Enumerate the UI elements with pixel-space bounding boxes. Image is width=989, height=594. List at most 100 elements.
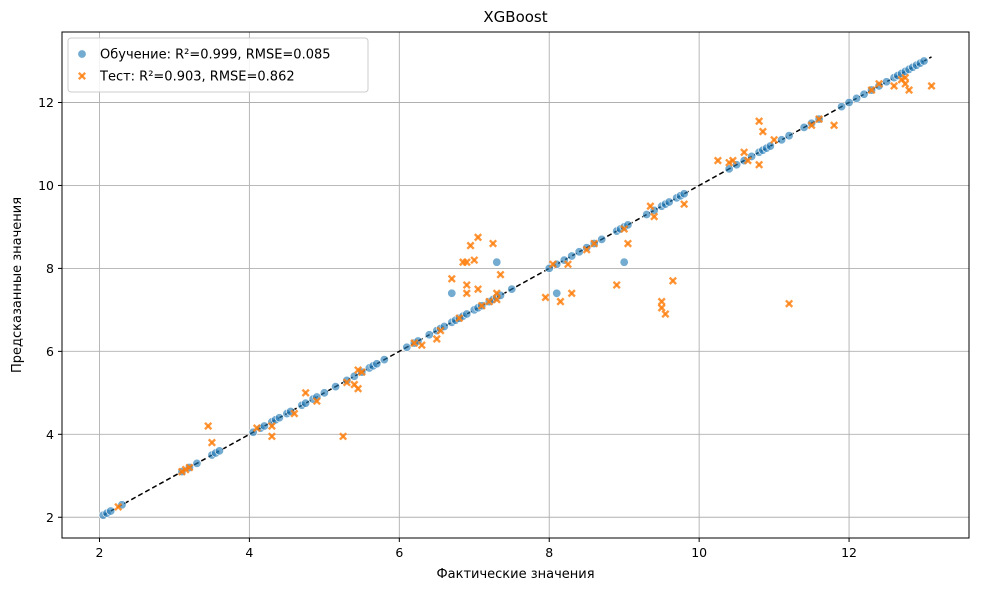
legend-label: Тест: R²=0.903, RMSE=0.862 <box>99 70 295 85</box>
y-tick-label: 4 <box>46 427 54 442</box>
test-point <box>556 297 565 306</box>
train-point <box>552 288 562 298</box>
train-point <box>679 189 689 199</box>
test-point <box>436 326 445 335</box>
test-point <box>623 239 632 248</box>
test-point <box>646 202 655 211</box>
test-point <box>339 432 348 441</box>
test-point <box>357 368 366 377</box>
x-tick-label: 8 <box>545 545 553 560</box>
train-point <box>597 234 607 244</box>
test-point <box>114 502 123 511</box>
train-point <box>507 284 517 294</box>
train-point <box>106 506 116 516</box>
test-point <box>668 276 677 285</box>
test-point <box>432 334 441 343</box>
train-point <box>342 375 352 385</box>
test-point <box>567 289 576 298</box>
train-point <box>919 56 929 66</box>
train-point <box>765 141 775 151</box>
train-point <box>777 135 787 145</box>
train-point <box>582 243 592 253</box>
chart-title: XGBoost <box>483 8 547 26</box>
test-point <box>466 241 475 250</box>
x-tick-label: 6 <box>395 545 403 560</box>
test-point <box>342 378 351 387</box>
x-tick-label: 12 <box>841 545 857 560</box>
x-tick-label: 10 <box>691 545 707 560</box>
x-axis-label: Фактические значения <box>436 567 594 582</box>
series-test <box>114 73 936 511</box>
train-point <box>724 164 734 174</box>
test-point <box>620 224 629 234</box>
y-tick-label: 12 <box>38 95 54 110</box>
test-point <box>473 285 483 294</box>
train-point <box>799 122 809 132</box>
test-point <box>901 79 910 88</box>
y-tick-label: 2 <box>46 510 54 525</box>
train-point <box>402 342 412 352</box>
y-tick-label: 10 <box>38 178 54 193</box>
test-point <box>455 314 464 323</box>
x-tick-label: 2 <box>96 545 104 560</box>
test-point <box>740 148 749 157</box>
test-point <box>582 245 591 254</box>
ideal-fit-line <box>102 56 932 516</box>
test-point <box>755 160 764 169</box>
reference-line-layer <box>102 56 932 516</box>
test-point <box>785 299 794 308</box>
test-point <box>470 256 479 265</box>
axes: 2 4 6 8 10 12 2 4 6 8 10 12 <box>38 31 970 560</box>
test-point <box>728 156 737 165</box>
test-point <box>204 421 213 431</box>
train-point <box>784 131 794 141</box>
train-point <box>319 388 329 398</box>
train-point <box>837 102 847 112</box>
test-point <box>354 384 363 393</box>
test-point <box>657 303 666 312</box>
train-point <box>807 118 817 128</box>
train-point <box>379 355 389 365</box>
y-axis-label: Предсказанные значения <box>10 197 25 373</box>
legend-label: Обучение: R²=0.999, RMSE=0.085 <box>100 48 331 63</box>
test-point <box>680 200 689 209</box>
train-point <box>874 81 884 91</box>
test-point <box>807 121 816 130</box>
test-point <box>563 260 573 269</box>
legend-box <box>67 37 369 93</box>
test-point <box>875 79 884 88</box>
train-point <box>859 89 869 99</box>
test-point <box>743 156 752 165</box>
test-point <box>447 274 456 283</box>
train-point <box>259 421 269 431</box>
test-point <box>267 432 276 441</box>
test-point <box>267 421 276 431</box>
x-tick-label: 4 <box>245 545 253 560</box>
train-point <box>844 98 854 108</box>
test-point <box>927 81 936 90</box>
test-point <box>207 438 216 447</box>
test-point <box>492 289 501 298</box>
test-point <box>650 212 659 221</box>
test-point <box>590 239 599 248</box>
train-point <box>214 446 224 456</box>
legend-entry: Обучение: R²=0.999, RMSE=0.085 <box>77 48 331 63</box>
train-point <box>301 398 311 408</box>
train-point <box>567 251 577 261</box>
test-point <box>657 297 666 306</box>
test-point <box>889 81 899 90</box>
test-point <box>477 301 486 310</box>
y-tick-label: 8 <box>46 261 54 276</box>
train-point <box>462 309 472 319</box>
train-point <box>664 197 674 207</box>
test-point <box>867 86 876 95</box>
test-point <box>713 156 722 165</box>
train-point <box>447 288 457 298</box>
train-point <box>424 330 434 340</box>
test-point <box>290 409 299 418</box>
test-point <box>492 295 501 304</box>
train-point <box>574 247 584 257</box>
test-point <box>462 280 471 290</box>
legend-entry: Тест: R²=0.903, RMSE=0.862 <box>77 70 295 85</box>
